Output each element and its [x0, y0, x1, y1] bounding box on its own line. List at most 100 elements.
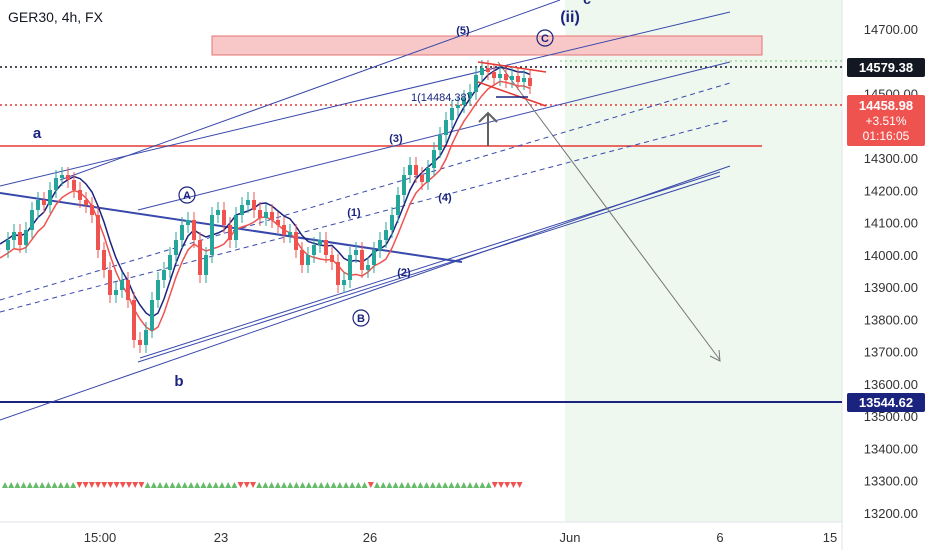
- projection-arrow[interactable]: [497, 61, 721, 362]
- price-tick: 14300.00: [864, 151, 918, 166]
- candle-body: [210, 215, 214, 255]
- time-axis[interactable]: 15:00 23 26 Jun 6 15: [84, 530, 838, 545]
- candle-body: [18, 232, 22, 245]
- candle-body: [528, 78, 532, 86]
- candle-body: [300, 250, 304, 265]
- signal-up-triangle: [39, 482, 46, 488]
- candle-body: [36, 200, 40, 210]
- signal-down-triangle: [243, 482, 250, 488]
- candle-body: [84, 200, 88, 205]
- candle-body: [318, 240, 322, 245]
- candle-body: [30, 210, 34, 230]
- signal-up-triangle: [20, 482, 27, 488]
- signal-up-triangle: [318, 482, 325, 488]
- candle-body: [342, 280, 346, 285]
- price-tick: 13700.00: [864, 345, 918, 360]
- candle-body: [366, 265, 370, 270]
- signal-down-triangle: [504, 482, 511, 488]
- time-tick: 23: [214, 530, 228, 545]
- signal-up-triangle: [219, 482, 225, 488]
- wave-label-b: b: [174, 373, 183, 390]
- candle-body: [522, 78, 526, 82]
- wave-label-2: (2): [397, 267, 411, 279]
- signal-up-triangle: [268, 482, 275, 488]
- candle-body: [96, 215, 100, 250]
- signal-up-triangle: [45, 482, 52, 488]
- channel-dashed-upper: [0, 82, 731, 301]
- signal-up-triangle: [287, 482, 294, 488]
- price-tick: 14000.00: [864, 248, 918, 263]
- price-tick: 13500.00: [864, 409, 918, 424]
- signal-down-triangle: [107, 482, 114, 488]
- wave-label-C: C: [541, 33, 549, 45]
- channel-outer-upper-line: [59, 0, 561, 181]
- candle-body: [192, 220, 196, 240]
- signal-up-triangle: [51, 482, 58, 488]
- candle-body: [234, 215, 238, 240]
- candle-body: [474, 75, 478, 92]
- signal-up-triangle: [299, 482, 306, 488]
- signal-down-triangle: [138, 482, 145, 488]
- signal-up-triangle: [460, 482, 467, 488]
- candlestick-series[interactable]: [6, 60, 532, 353]
- candle-body: [264, 212, 268, 218]
- signal-down-triangle: [101, 482, 108, 488]
- price-tick: 13800.00: [864, 312, 918, 327]
- candle-body: [66, 175, 70, 180]
- candle-body: [414, 165, 418, 175]
- signal-up-triangle: [2, 482, 8, 488]
- signal-up-triangle: [231, 482, 238, 488]
- signal-up-triangle: [473, 482, 480, 488]
- price-tick: 13900.00: [864, 280, 918, 295]
- signal-up-triangle: [150, 482, 157, 488]
- signal-down-triangle: [95, 482, 101, 488]
- signal-up-triangle: [14, 482, 21, 488]
- signal-up-triangle: [163, 482, 170, 488]
- candle-body: [246, 200, 250, 205]
- signal-up-triangle: [144, 482, 151, 488]
- signal-up-triangle: [349, 482, 356, 488]
- candle-body: [288, 232, 292, 235]
- ascending-channel[interactable]: [0, 0, 731, 421]
- signal-down-triangle: [250, 482, 256, 488]
- candle-body: [432, 150, 436, 168]
- signal-down-triangle: [498, 482, 504, 488]
- signal-up-triangle: [485, 482, 492, 488]
- candle-body: [306, 255, 310, 265]
- wave-B-circle: [352, 309, 370, 327]
- wave-A-circle: [178, 186, 196, 204]
- candle-body: [426, 168, 430, 182]
- channel-upper-line: [0, 11, 731, 187]
- countdown-text: 01:16:05: [863, 129, 910, 143]
- candle-body: [6, 240, 10, 250]
- candle-body: [108, 270, 112, 295]
- candle-body: [270, 212, 274, 220]
- candle-body: [162, 270, 166, 280]
- triangle-pattern[interactable]: [477, 61, 547, 107]
- candle-body: [48, 190, 52, 205]
- channel-lower-inner-2: [139, 171, 721, 359]
- signal-down-triangle: [491, 482, 498, 488]
- candle-body: [468, 92, 472, 98]
- signal-up-triangle: [454, 482, 461, 488]
- resistance-zone[interactable]: [211, 35, 763, 56]
- current-price-text: 14458.98: [859, 98, 913, 113]
- candle-body: [54, 178, 58, 190]
- candle-body: [450, 108, 454, 120]
- candle-body: [360, 250, 364, 270]
- signal-down-triangle: [119, 482, 126, 488]
- current-price-badge: 14458.98 +3.51% 01:16:05: [847, 95, 925, 146]
- candle-body: [228, 225, 232, 240]
- signal-up-triangle: [175, 482, 182, 488]
- price-axis-bg: [842, 0, 932, 550]
- signal-up-triangle: [436, 482, 442, 488]
- price-tick: 13200.00: [864, 506, 918, 521]
- signal-down-triangle: [516, 482, 523, 488]
- candle-body: [216, 210, 220, 215]
- signal-up-triangle: [405, 482, 411, 488]
- up-arrow-icon: [478, 111, 498, 146]
- signal-up-triangle: [398, 482, 405, 488]
- lower-level-badge: 13544.62: [847, 393, 925, 412]
- candle-body: [258, 210, 262, 218]
